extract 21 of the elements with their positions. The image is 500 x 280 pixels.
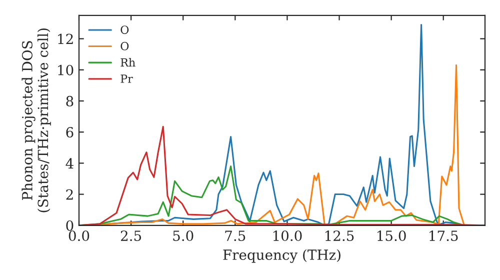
x-tick-label: 2.5 — [120, 230, 142, 242]
x-axis-title: Frequency (THz) — [223, 249, 340, 263]
x-tick-label: 17.5 — [430, 230, 458, 242]
x-tick-label: 7.5 — [225, 230, 246, 242]
y-tick-label: 2 — [66, 189, 73, 200]
x-tick-label: 12.5 — [325, 230, 354, 242]
y-tick-label: 8 — [66, 96, 74, 106]
legend-label: O — [120, 26, 129, 34]
y-axis-title: Phonon projected DOS (States/THz·primitive cell) — [22, 28, 51, 212]
y-tick-label: 4 — [66, 158, 74, 168]
x-tick-label: 5.0 — [173, 230, 194, 242]
y-tick-label: 10 — [58, 64, 74, 76]
legend-label: O — [120, 42, 129, 50]
legend-label: Rh — [120, 58, 136, 66]
x-tick-label: 10.0 — [273, 230, 302, 242]
y-tick-label: 6 — [66, 127, 74, 138]
x-tick-label: 15.0 — [378, 230, 406, 242]
x-tick-label: 0.0 — [68, 230, 90, 242]
y-tick-label: 12 — [58, 34, 73, 44]
legend-label: Pr — [120, 74, 133, 83]
y-tick-label: 0 — [66, 220, 74, 231]
